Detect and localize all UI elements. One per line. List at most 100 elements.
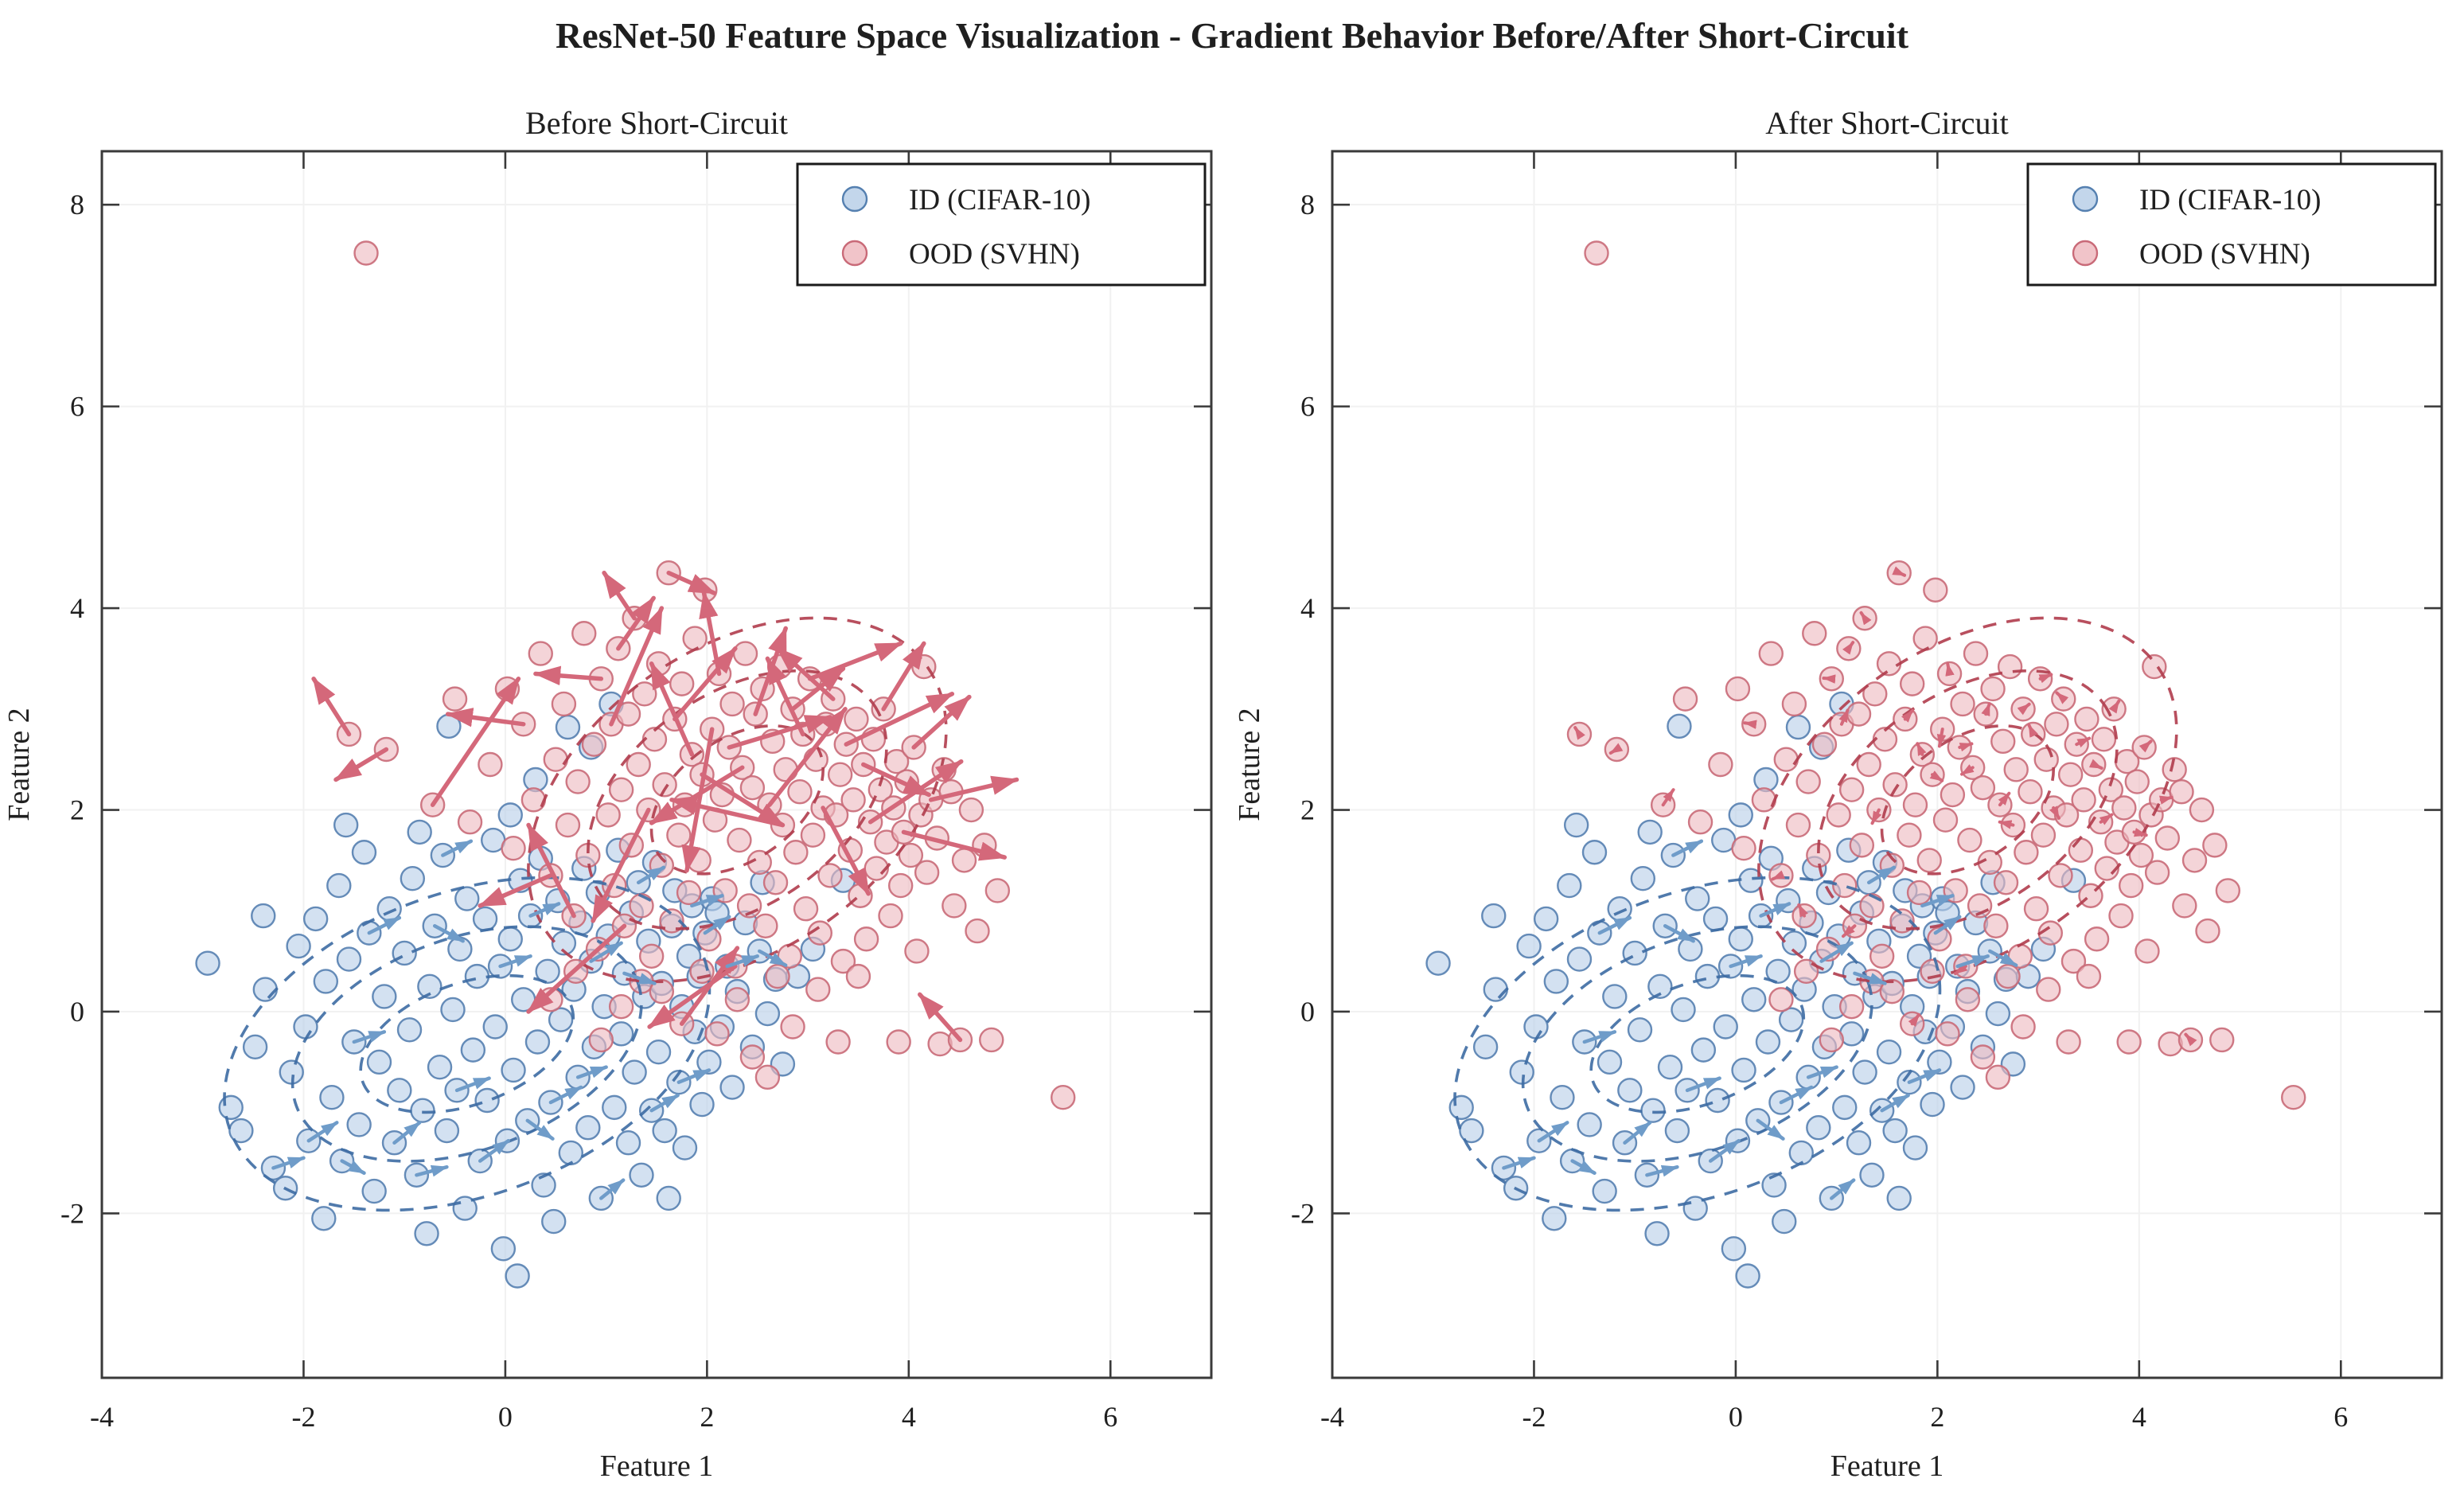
ood-scatter-point — [1963, 641, 1989, 666]
ood-scatter-point — [659, 908, 684, 934]
id-scatter-point — [497, 926, 523, 952]
y-tick-label: 2 — [70, 794, 84, 826]
ood-scatter-point — [2068, 837, 2094, 863]
id-scatter-point — [302, 906, 329, 932]
gradient-arrow-id — [1502, 1156, 1536, 1170]
gradient-arrow-id — [758, 949, 788, 967]
gradient-arrow-ood — [867, 759, 964, 825]
id-scatter-point — [1852, 1059, 1877, 1085]
id-scatter-point — [1459, 1118, 1484, 1144]
ood-scatter-point — [676, 880, 702, 906]
gradient-arrow-ood — [1842, 924, 1857, 938]
legend-label-ood: OOD (SVHN) — [909, 238, 1080, 271]
id-scatter-point — [1563, 812, 1589, 838]
y-tick-label: 6 — [70, 391, 84, 423]
ood-scatter-point — [800, 822, 826, 848]
ood-scatter-point — [1856, 751, 1881, 778]
gradient-arrow-ood — [821, 806, 871, 896]
ood-scatter-point — [353, 240, 379, 266]
id-scatter-point — [1533, 906, 1559, 932]
id-scatter-point — [629, 1162, 654, 1188]
gradient-arrow-ood — [2099, 813, 2114, 825]
id-scatter-point — [1597, 1049, 1623, 1075]
gradient-arrow-ood — [767, 707, 848, 807]
gradient-arrow-ood — [2017, 702, 2031, 716]
id-scatter-point — [333, 812, 359, 838]
gradient-arrow-id — [1988, 949, 2018, 967]
ood-scatter — [1566, 240, 2306, 1110]
id-scatter-point — [555, 714, 581, 740]
ood-scatter-point — [478, 751, 503, 778]
ood-scatter-point — [2057, 762, 2084, 787]
gradient-arrow-ood — [1908, 1012, 1921, 1028]
id-scatter-point — [1523, 1014, 1549, 1040]
ood-scatter-point — [1957, 827, 1983, 853]
gradient-arrow-ood — [1842, 641, 1855, 655]
ood-scatter-point — [1902, 792, 1928, 817]
ood-scatter-point — [719, 691, 745, 717]
ood-scatter-point — [793, 896, 819, 922]
ood-scatter-point — [1897, 822, 1922, 848]
gradient-arrow-id — [1663, 924, 1695, 943]
ood-scatter-point — [1725, 676, 1751, 702]
ood-scatter-point — [1935, 1021, 1960, 1047]
gradient-arrow-ood — [2138, 739, 2153, 753]
ood-scatter-point — [1811, 731, 1838, 757]
ood-scatter-point — [958, 797, 984, 823]
legend-marker-ood — [2072, 240, 2099, 267]
gradient-arrow-ood — [2075, 736, 2092, 748]
id-scatter-point — [1516, 933, 1542, 959]
gradient-arrow-ood — [1870, 808, 1882, 825]
ood-scatter-point — [1906, 880, 1932, 906]
id-scatter-point — [1772, 1208, 1797, 1235]
gradient-arrow-id — [1623, 1121, 1652, 1145]
id-scatter-point — [548, 1007, 574, 1032]
ood-scatter-point — [844, 706, 869, 732]
id-scatter-point — [602, 1094, 627, 1121]
ood-scatter-point — [1758, 641, 1784, 666]
tick-marks — [100, 151, 1211, 1378]
gradient-arrow-id — [703, 915, 731, 935]
gradient-arrow-id — [1645, 1164, 1679, 1177]
gradient-arrow-id — [367, 915, 402, 935]
panel-title: After Short-Circuit — [1765, 105, 2009, 141]
ood-gradient-arrows — [311, 570, 1020, 1043]
id-scatter-point — [472, 906, 498, 932]
ood-scatter-point — [2044, 712, 2069, 737]
gradient-arrow-id — [1729, 954, 1763, 969]
id-scatter-point — [313, 969, 339, 994]
id-scatter-point — [440, 997, 466, 1023]
ood-contour — [527, 616, 948, 984]
axes-box — [100, 150, 1213, 1379]
gradient-arrow-ood — [1892, 566, 1907, 577]
x-tick-label: -2 — [291, 1401, 315, 1433]
ood-scatter-point — [1970, 774, 1996, 801]
gradient-arrow-ood — [2027, 724, 2038, 738]
gradient-arrow-ood — [478, 873, 553, 908]
ood-scatter-point — [845, 963, 871, 989]
ood-scatter-point — [608, 993, 634, 1020]
gradient-arrow-ood — [2132, 828, 2148, 837]
ood-scatter-point — [1923, 577, 1948, 603]
gradient-arrow-ood — [901, 829, 1007, 861]
ood-scatter-point — [1916, 848, 1942, 873]
id-scatter-point — [1731, 1057, 1756, 1083]
ood-scatter-point — [588, 1027, 614, 1053]
id-scatter-point — [482, 1014, 508, 1040]
ood-scatter-point — [830, 948, 856, 974]
gradient-arrow-id — [392, 1121, 422, 1145]
id-scatter-point — [336, 946, 362, 972]
id-scatter-point — [1685, 886, 1710, 911]
gradient-arrow-id — [1671, 839, 1704, 857]
id-scatter-point — [652, 1118, 677, 1144]
id-scatter-point — [1886, 1185, 1912, 1211]
id-scatter-point — [1876, 1039, 1902, 1065]
id-scatter-point — [1846, 1130, 1872, 1156]
ood-scatter-point — [1983, 913, 2009, 938]
y-axis-label: Feature 2 — [2, 708, 36, 821]
x-tick-label: 4 — [902, 1401, 916, 1433]
ood-scatter-point — [629, 893, 654, 919]
ood-scatter-point — [2124, 769, 2150, 794]
ood-scatter-point — [1785, 812, 1811, 838]
id-scatter-point — [218, 1094, 244, 1121]
